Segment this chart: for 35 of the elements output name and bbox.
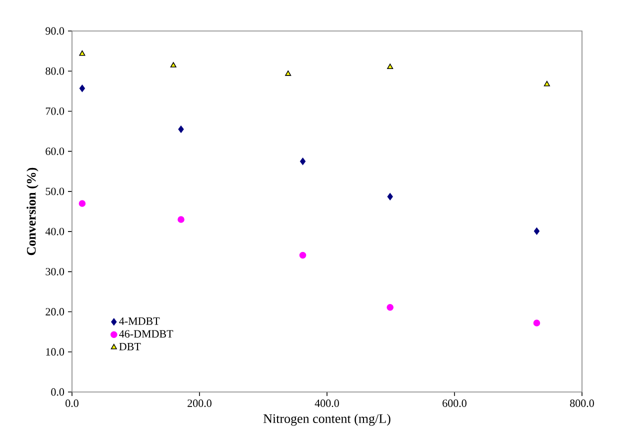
point	[544, 80, 550, 86]
y-tick-label: 10.0	[46, 348, 64, 356]
point	[79, 50, 86, 56]
y-tick-label: 90.0	[46, 27, 64, 35]
y-tick-label: 0.0	[51, 388, 64, 396]
point	[534, 228, 540, 235]
point	[170, 62, 176, 68]
x-tick-label: 800.0	[570, 400, 594, 408]
point	[533, 320, 540, 326]
point	[386, 304, 394, 311]
point	[387, 64, 394, 69]
point	[285, 70, 292, 76]
y-tick-label: 60.0	[46, 148, 64, 156]
point	[79, 84, 85, 92]
y-tick-label: 20.0	[46, 308, 64, 316]
legend-label: 46-DMDBT	[119, 330, 174, 338]
point	[299, 252, 306, 259]
y-tick-label: 40.0	[45, 228, 64, 236]
point	[178, 126, 184, 133]
y-tick-label: 50.0	[46, 188, 64, 196]
x-tick-label: 200.0	[188, 400, 212, 408]
y-tick-label: 70.0	[46, 107, 64, 115]
point	[300, 158, 306, 165]
y-tick-label: 30.0	[46, 268, 64, 276]
point	[78, 200, 86, 207]
x-tick-label: 400.0	[314, 400, 339, 408]
point	[178, 216, 184, 223]
x-tick-label: 0.0	[66, 400, 78, 408]
x-tick-label: 600.0	[442, 400, 466, 408]
y-tick-label: 80.0	[46, 67, 64, 75]
y-axis-title: Conversion (%)	[26, 168, 38, 256]
legend-label: DBT	[119, 343, 141, 350]
point	[387, 193, 393, 200]
legend-label: 4-MDBT	[119, 317, 160, 325]
x-axis-title: Nitrogen content (mg/L)	[263, 414, 390, 426]
